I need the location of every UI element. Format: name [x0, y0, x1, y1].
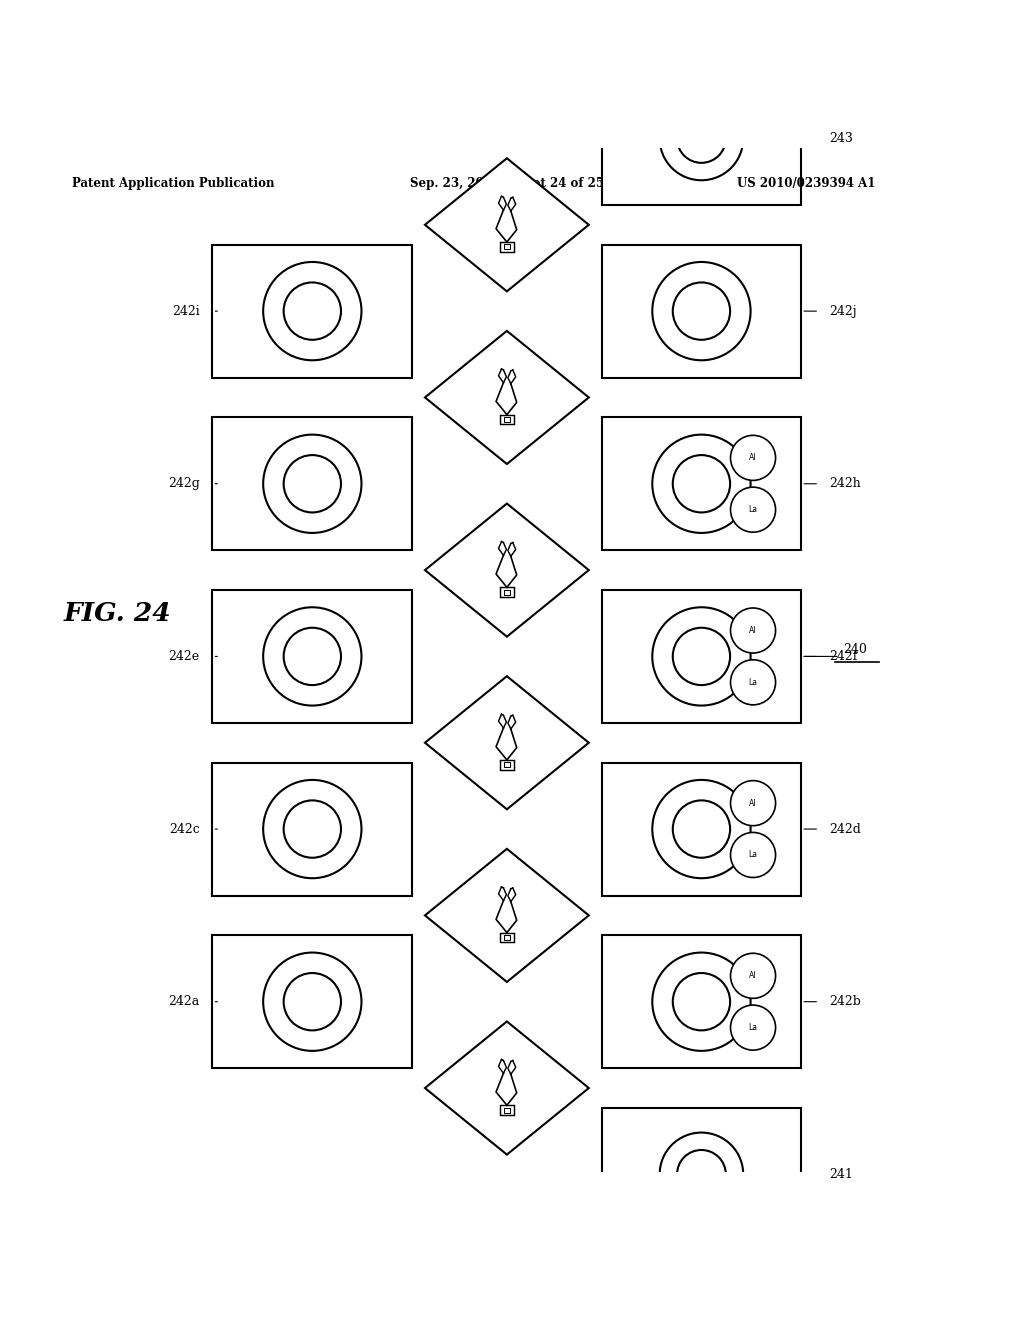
Text: 242b: 242b — [829, 995, 861, 1008]
Circle shape — [652, 607, 751, 706]
Circle shape — [730, 609, 775, 653]
Text: Patent Application Publication: Patent Application Publication — [72, 177, 274, 190]
Circle shape — [652, 780, 751, 878]
Bar — [500, 760, 514, 770]
Circle shape — [284, 282, 341, 339]
Circle shape — [263, 780, 361, 878]
Polygon shape — [425, 158, 589, 292]
Circle shape — [284, 455, 341, 512]
Bar — [213, 763, 412, 896]
Circle shape — [730, 487, 775, 532]
Text: 242e: 242e — [169, 649, 200, 663]
Circle shape — [652, 261, 751, 360]
Circle shape — [263, 261, 361, 360]
Circle shape — [284, 628, 341, 685]
Circle shape — [730, 953, 775, 998]
Polygon shape — [425, 1022, 589, 1155]
Circle shape — [730, 660, 775, 705]
Text: 242h: 242h — [829, 478, 861, 490]
Polygon shape — [425, 503, 589, 636]
Text: La: La — [749, 678, 758, 686]
Circle shape — [263, 607, 361, 706]
Text: 242j: 242j — [829, 305, 857, 318]
Circle shape — [673, 973, 730, 1031]
Polygon shape — [425, 676, 589, 809]
Bar — [602, 244, 801, 378]
Circle shape — [673, 800, 730, 858]
Bar — [213, 590, 412, 723]
Circle shape — [263, 434, 361, 533]
Text: La: La — [749, 506, 758, 515]
Circle shape — [730, 780, 775, 826]
Circle shape — [677, 114, 726, 162]
Text: Al: Al — [750, 453, 757, 462]
Text: 240: 240 — [843, 643, 867, 656]
Bar — [602, 417, 801, 550]
Circle shape — [730, 436, 775, 480]
Bar — [500, 1105, 514, 1115]
Bar — [213, 417, 412, 550]
Circle shape — [673, 455, 730, 512]
Text: Al: Al — [750, 972, 757, 981]
Circle shape — [730, 833, 775, 878]
Text: La: La — [749, 1023, 758, 1032]
Polygon shape — [425, 849, 589, 982]
Bar — [504, 763, 510, 767]
Bar — [504, 935, 510, 940]
Circle shape — [730, 1005, 775, 1051]
Bar — [504, 417, 510, 422]
Text: Al: Al — [750, 626, 757, 635]
Circle shape — [284, 973, 341, 1031]
Text: 242c: 242c — [169, 822, 200, 836]
Text: 242i: 242i — [172, 305, 200, 318]
Text: 241: 241 — [829, 1168, 853, 1181]
Bar — [213, 244, 412, 378]
Bar — [602, 763, 801, 896]
Bar — [500, 587, 514, 597]
Text: Sep. 23, 2010  Sheet 24 of 25: Sep. 23, 2010 Sheet 24 of 25 — [410, 177, 603, 190]
Text: 242g: 242g — [168, 478, 200, 490]
Text: 243: 243 — [829, 132, 853, 145]
Bar — [602, 71, 801, 205]
Bar — [500, 933, 514, 942]
Circle shape — [652, 953, 751, 1051]
Bar — [500, 414, 514, 425]
Text: La: La — [749, 850, 758, 859]
Bar — [504, 590, 510, 595]
Circle shape — [673, 628, 730, 685]
Bar — [602, 590, 801, 723]
Bar — [504, 244, 510, 249]
Text: 242d: 242d — [829, 822, 861, 836]
Polygon shape — [425, 331, 589, 465]
Bar — [504, 1107, 510, 1113]
Bar — [500, 242, 514, 252]
Bar — [602, 935, 801, 1068]
Circle shape — [284, 800, 341, 858]
Circle shape — [659, 96, 743, 181]
Circle shape — [659, 1133, 743, 1216]
Text: FIG. 24: FIG. 24 — [63, 602, 172, 627]
Text: 242a: 242a — [168, 995, 200, 1008]
Circle shape — [673, 282, 730, 339]
Text: 242f: 242f — [829, 649, 858, 663]
Circle shape — [677, 1150, 726, 1199]
Text: Al: Al — [750, 799, 757, 808]
Bar — [602, 1107, 801, 1241]
Bar — [213, 935, 412, 1068]
Circle shape — [652, 434, 751, 533]
Text: US 2010/0239394 A1: US 2010/0239394 A1 — [737, 177, 876, 190]
Circle shape — [263, 953, 361, 1051]
